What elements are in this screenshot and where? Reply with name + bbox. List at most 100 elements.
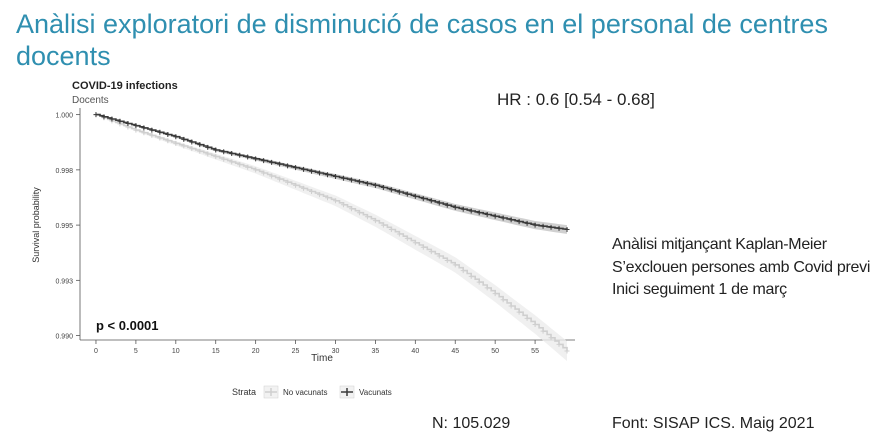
censor-mark: [476, 279, 482, 285]
censor-mark: [508, 217, 514, 223]
censor-mark: [500, 215, 506, 221]
x-tick-label: 10: [172, 348, 180, 355]
censor-mark: [340, 202, 346, 208]
censor-mark: [245, 154, 251, 160]
censor-mark: [205, 151, 211, 157]
censor-mark: [101, 114, 107, 120]
censor-mark: [109, 116, 115, 122]
sample-size-text: N: 105.029: [432, 415, 511, 432]
censor-mark: [540, 223, 546, 229]
censor-mark: [460, 268, 466, 274]
censor-mark: [364, 214, 370, 220]
y-tick-label: 0.993: [55, 278, 73, 285]
censor-mark: [348, 206, 354, 212]
censor-mark: [133, 127, 139, 133]
censor-mark: [436, 253, 442, 259]
censor-mark: [332, 173, 338, 179]
censor-mark: [364, 181, 370, 187]
censor-mark: [149, 127, 155, 133]
plot-panel: [80, 108, 575, 340]
x-tick-label: 15: [212, 348, 220, 355]
censor-mark: [189, 146, 195, 152]
censor-mark: [428, 198, 434, 204]
censor-mark: [197, 148, 203, 154]
censor-mark: [548, 224, 554, 230]
censor-mark: [516, 309, 522, 315]
censor-mark: [229, 159, 235, 165]
censor-mark: [460, 206, 466, 212]
series-layer: [93, 112, 570, 361]
censor-mark: [325, 195, 330, 201]
censor-mark: [165, 138, 171, 144]
censor-mark: [452, 204, 458, 210]
censor-mark: [548, 335, 554, 341]
censor-mark: [93, 112, 99, 118]
censor-mark: [309, 168, 315, 174]
censor-mark: [261, 158, 267, 164]
censor-mark: [181, 136, 187, 142]
censor-mark: [468, 208, 474, 214]
censor-mark: [165, 132, 171, 138]
censor-mark: [380, 222, 386, 228]
censor-mark: [540, 328, 546, 334]
censor-mark: [412, 240, 418, 246]
censor-mark: [317, 192, 323, 198]
censor-mark: [484, 211, 490, 217]
censor-mark: [372, 218, 378, 224]
y-tick-label: 0.990: [55, 334, 73, 341]
censor-mark: [301, 166, 307, 172]
censor-mark: [317, 170, 323, 176]
censor-mark: [388, 187, 394, 193]
x-tick-label: 25: [292, 348, 300, 355]
censor-mark: [125, 120, 131, 126]
censor-mark: [500, 297, 506, 303]
y-tick-label: 1.000: [55, 113, 73, 120]
censor-mark: [492, 291, 498, 297]
y-tick-label: 0.995: [55, 223, 73, 230]
censor-mark: [564, 227, 570, 233]
censor-mark: [404, 191, 410, 197]
censor-mark: [452, 262, 458, 268]
legend: Strata No vacunats Vacunats: [232, 385, 392, 399]
x-tick-label: 30: [332, 348, 340, 355]
censor-mark: [277, 176, 283, 182]
x-tick-label: 35: [372, 348, 380, 355]
x-tick-label: 0: [94, 348, 98, 355]
censor-mark: [261, 170, 267, 176]
censor-mark: [420, 244, 426, 250]
censor-mark: [428, 249, 434, 255]
analysis-notes: Anàlisi mitjançant Kaplan-Meier S’exclou…: [612, 236, 871, 299]
slide-title: Anàlisi exploratori de disminució de cas…: [16, 9, 828, 71]
series-vacunats: [93, 112, 570, 234]
censor-mark: [356, 210, 362, 216]
censor-mark: [372, 182, 378, 188]
x-axis-label: Time: [311, 353, 333, 364]
x-tick-label: 5: [134, 348, 138, 355]
censor-mark: [229, 151, 235, 157]
legend-key-vacunats: [339, 385, 355, 399]
chart-subtitle: Docents: [72, 95, 109, 106]
censor-mark: [356, 179, 362, 185]
x-tick-label: 20: [252, 348, 260, 355]
x-tick-label: 55: [531, 348, 539, 355]
censor-mark: [173, 134, 179, 140]
censor-mark: [532, 322, 538, 328]
legend-title: Strata: [232, 387, 256, 397]
legend-label-vacunats: Vacunats: [359, 388, 392, 397]
censor-mark: [309, 189, 315, 195]
y-axis-label: Survival probability: [31, 187, 41, 263]
censor-mark: [221, 149, 227, 155]
y-tick-label: 0.998: [55, 168, 73, 175]
censor-mark: [340, 175, 346, 181]
censor-mark: [221, 156, 227, 162]
censor-mark: [564, 348, 570, 354]
censor-mark: [556, 341, 562, 347]
censor-mark: [213, 154, 219, 160]
censor-mark: [556, 225, 562, 231]
censor-mark: [269, 173, 275, 179]
censor-mark: [181, 143, 187, 149]
censor-mark: [149, 132, 155, 138]
censor-mark: [205, 144, 211, 150]
censor-mark: [436, 200, 442, 206]
censor-mark: [293, 165, 299, 171]
